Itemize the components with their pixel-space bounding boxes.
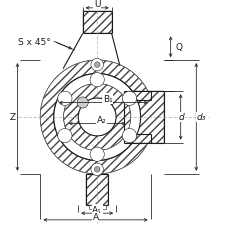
Circle shape <box>29 50 164 185</box>
Circle shape <box>90 59 103 71</box>
Text: U: U <box>93 0 100 9</box>
Text: B₁: B₁ <box>102 95 112 104</box>
Text: S x 45°: S x 45° <box>18 38 51 46</box>
Text: Q: Q <box>174 43 181 52</box>
Circle shape <box>54 74 140 161</box>
Circle shape <box>122 129 136 143</box>
Circle shape <box>40 61 153 174</box>
Circle shape <box>94 167 100 172</box>
Text: d: d <box>178 113 184 122</box>
Circle shape <box>57 92 72 106</box>
Circle shape <box>63 84 130 151</box>
Circle shape <box>78 99 116 136</box>
Circle shape <box>54 74 140 161</box>
Circle shape <box>94 63 100 68</box>
Text: A₂: A₂ <box>96 116 106 125</box>
Circle shape <box>90 73 104 87</box>
Circle shape <box>40 61 153 174</box>
Circle shape <box>90 163 103 176</box>
Text: A: A <box>92 212 98 221</box>
Text: Z: Z <box>10 113 16 122</box>
Text: A₁: A₁ <box>92 205 102 214</box>
Text: d₃: d₃ <box>196 113 205 122</box>
Circle shape <box>122 92 136 106</box>
Circle shape <box>77 98 88 109</box>
Polygon shape <box>86 174 107 205</box>
Circle shape <box>63 84 130 151</box>
Polygon shape <box>123 92 163 143</box>
Polygon shape <box>82 12 111 34</box>
Polygon shape <box>88 205 105 210</box>
Circle shape <box>54 74 140 161</box>
Circle shape <box>90 147 104 162</box>
Circle shape <box>57 129 72 143</box>
